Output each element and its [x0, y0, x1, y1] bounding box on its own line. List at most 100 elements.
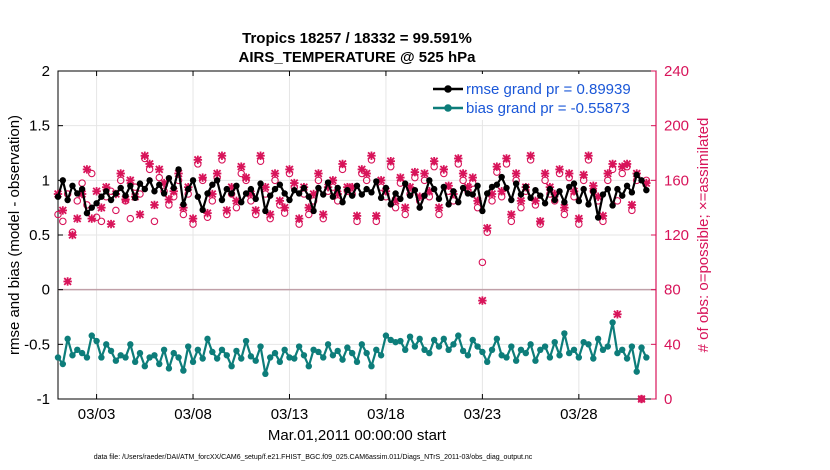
- rmse-point: [377, 194, 385, 202]
- bias-point: [320, 354, 327, 361]
- rmse-point: [512, 180, 520, 187]
- bias-point: [291, 355, 298, 362]
- x-tick-label-0: 03/03: [78, 406, 116, 423]
- rmse-point: [320, 191, 327, 198]
- rmse-point: [358, 191, 366, 198]
- bias-point: [88, 332, 95, 339]
- obs-assimilated-point: [68, 230, 77, 240]
- rmse-point: [252, 195, 259, 203]
- y-right-tick-label-0: 0: [664, 391, 672, 408]
- rmse-point: [556, 188, 563, 195]
- y-right-tick-label-6: 240: [664, 63, 689, 80]
- obs-possible-point: [208, 197, 217, 205]
- rmse-point: [262, 207, 269, 215]
- obs-assimilated-point: [193, 155, 203, 165]
- rmse-point: [218, 196, 226, 204]
- rmse-point: [416, 204, 423, 211]
- obs-possible-point: [232, 203, 241, 212]
- obs-possible-point: [126, 214, 135, 223]
- bias-point: [305, 363, 312, 370]
- legend-bias-label: bias grand pr = -0.55873: [466, 100, 630, 117]
- rmse-point: [180, 201, 187, 208]
- rmse-point: [59, 177, 67, 184]
- bias-point: [199, 355, 206, 362]
- obs-possible-point: [507, 217, 516, 226]
- bias-point: [368, 363, 375, 370]
- obs-assimilated-point: [613, 310, 622, 319]
- y-axis-left-label: rmse and bias (model - observation): [6, 115, 23, 355]
- rmse-point: [213, 177, 221, 184]
- bias-point: [561, 330, 568, 337]
- bias-point: [469, 336, 476, 344]
- y-left-tick-label-5: 1.5: [29, 118, 50, 135]
- rmse-point: [633, 171, 640, 179]
- legend-rmse-marker: [444, 85, 452, 93]
- bias-point: [609, 319, 616, 326]
- bias-point: [455, 332, 462, 339]
- bias-point: [247, 353, 255, 360]
- obs-assimilated-point: [82, 165, 92, 174]
- rmse-point: [430, 185, 438, 193]
- rmse-point: [561, 199, 568, 206]
- rmse-point: [247, 185, 255, 193]
- bias-point: [252, 357, 259, 364]
- obs-assimilated-point: [420, 169, 429, 178]
- legend: rmse grand pr = 0.89939 bias grand pr = …: [430, 74, 648, 120]
- x-axis-label: Mar.01,2011 00:00:00 start: [268, 427, 447, 444]
- rmse-point: [537, 192, 544, 199]
- rmse-point: [228, 190, 235, 197]
- bias-point: [590, 355, 597, 362]
- rmse-point: [209, 181, 216, 188]
- grid: [58, 70, 656, 400]
- y-left-tick-label-4: 1: [42, 172, 50, 189]
- obs-assimilated-point: [372, 211, 381, 221]
- obs-assimilated-point: [198, 173, 207, 182]
- bias-point: [300, 352, 308, 359]
- obs-assimilated-point: [526, 151, 535, 160]
- bias-point: [204, 335, 211, 343]
- rmse-point: [445, 201, 452, 208]
- obs-assimilated-point: [429, 157, 439, 166]
- rmse-point: [281, 190, 288, 197]
- obs-assimilated-point: [217, 151, 227, 160]
- bias-point: [488, 346, 496, 353]
- rmse-point: [315, 184, 322, 192]
- y-axis-right: 0 40 80 120 160 200 240: [651, 63, 689, 408]
- obs-assimilated-point: [502, 154, 511, 163]
- bias-point: [426, 349, 433, 357]
- bias-point: [151, 352, 158, 359]
- rmse-point: [141, 185, 149, 193]
- bias-point: [628, 343, 636, 350]
- rmse-point: [54, 193, 62, 200]
- rmse-point: [426, 177, 433, 184]
- bias-point: [315, 348, 322, 356]
- obs-assimilated-point: [265, 210, 275, 219]
- y-right-tick-label-4: 160: [664, 172, 689, 189]
- bias-point: [575, 354, 583, 361]
- rmse-point: [286, 196, 293, 204]
- rmse-point: [455, 199, 462, 206]
- bias-point: [170, 349, 177, 357]
- bias-point: [160, 346, 168, 353]
- obs-assimilated-point: [468, 173, 477, 182]
- obs-assimilated-point: [294, 214, 304, 223]
- y-left-tick-label-2: 0: [42, 282, 50, 299]
- bias-point: [266, 354, 274, 361]
- obs-possible-point: [488, 197, 496, 205]
- x-axis: 03/03 03/08 03/13 03/18 03/23 03/28: [78, 71, 598, 423]
- rmse-point: [64, 196, 71, 204]
- rmse-point: [238, 199, 245, 206]
- bias-point: [421, 346, 428, 353]
- rmse-point: [551, 196, 558, 204]
- bias-point: [512, 357, 520, 364]
- bias-point: [185, 343, 192, 350]
- rmse-point: [305, 193, 312, 200]
- rmse-point: [570, 180, 578, 187]
- bias-point: [397, 337, 404, 345]
- rmse-point: [474, 182, 481, 189]
- x-tick-label-3: 03/18: [367, 406, 405, 423]
- rmse-point: [127, 182, 134, 189]
- bias-point: [537, 346, 544, 353]
- bias-point: [93, 337, 100, 345]
- bias-point: [228, 363, 235, 370]
